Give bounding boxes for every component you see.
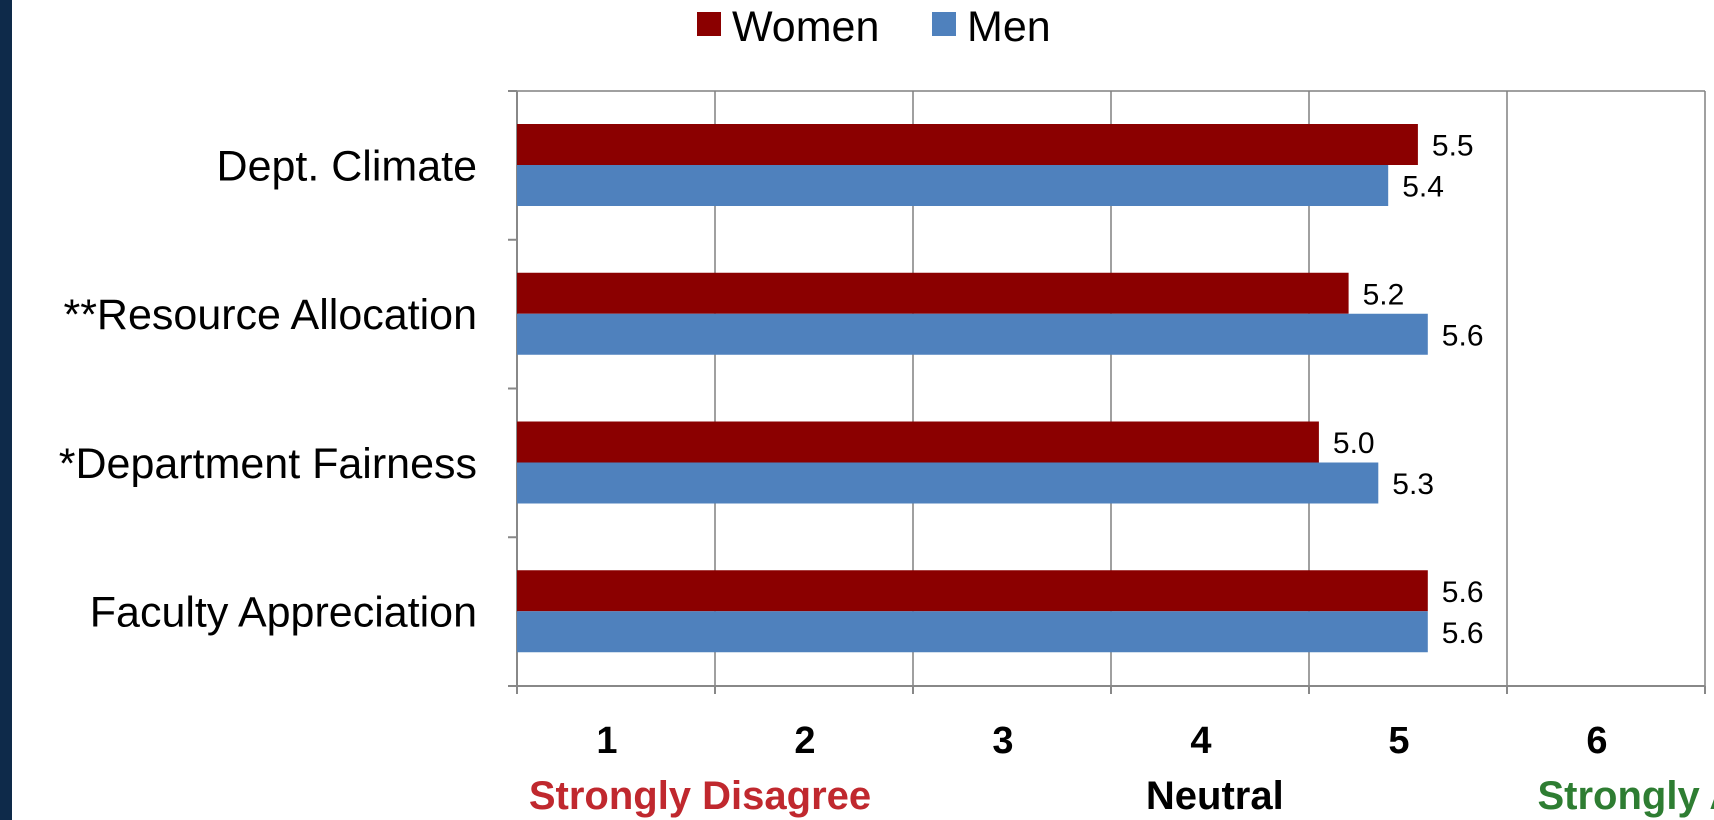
x-tick-label: 5 — [1388, 720, 1409, 762]
category-label: Faculty Appreciation — [90, 589, 477, 637]
x-tick-label: 2 — [794, 720, 815, 762]
data-label: 5.2 — [1363, 278, 1405, 311]
x-tick-label: 3 — [992, 720, 1013, 762]
data-label: 5.5 — [1432, 130, 1474, 163]
data-label: 5.6 — [1442, 576, 1484, 609]
data-label: 5.4 — [1402, 171, 1444, 204]
chart-legend: Women Men — [697, 3, 1051, 51]
bar-men — [517, 165, 1388, 206]
x-tick-label: 1 — [596, 720, 617, 762]
scale-descriptor: Strongly Disagree — [529, 774, 871, 818]
legend-swatch-women — [697, 12, 721, 36]
legend-label-women: Women — [732, 3, 879, 51]
category-label: *Department Fairness — [59, 440, 477, 488]
x-tick-label: 4 — [1190, 720, 1211, 762]
bar-men — [517, 611, 1428, 652]
bar-women — [517, 422, 1319, 463]
data-label: 5.6 — [1442, 319, 1484, 352]
data-label: 5.0 — [1333, 427, 1375, 460]
bar-women — [517, 570, 1428, 611]
x-tick-label: 6 — [1586, 720, 1607, 762]
legend-label-men: Men — [967, 3, 1051, 51]
scale-descriptor: Neutral — [1146, 774, 1284, 818]
scale-descriptor: Strongly Agree — [1537, 774, 1714, 818]
category-label: **Resource Allocation — [63, 291, 477, 339]
legend-swatch-men — [932, 12, 956, 36]
plot-area: Dept. Climate 5.5 5.4 **Resource Allocation… — [59, 91, 1714, 818]
data-label: 5.6 — [1442, 617, 1484, 650]
bar-women — [517, 124, 1418, 165]
bar-women — [517, 273, 1349, 314]
bar-men — [517, 314, 1428, 355]
data-label: 5.3 — [1392, 468, 1434, 501]
bar-men — [517, 463, 1378, 504]
category-label: Dept. Climate — [217, 142, 477, 190]
